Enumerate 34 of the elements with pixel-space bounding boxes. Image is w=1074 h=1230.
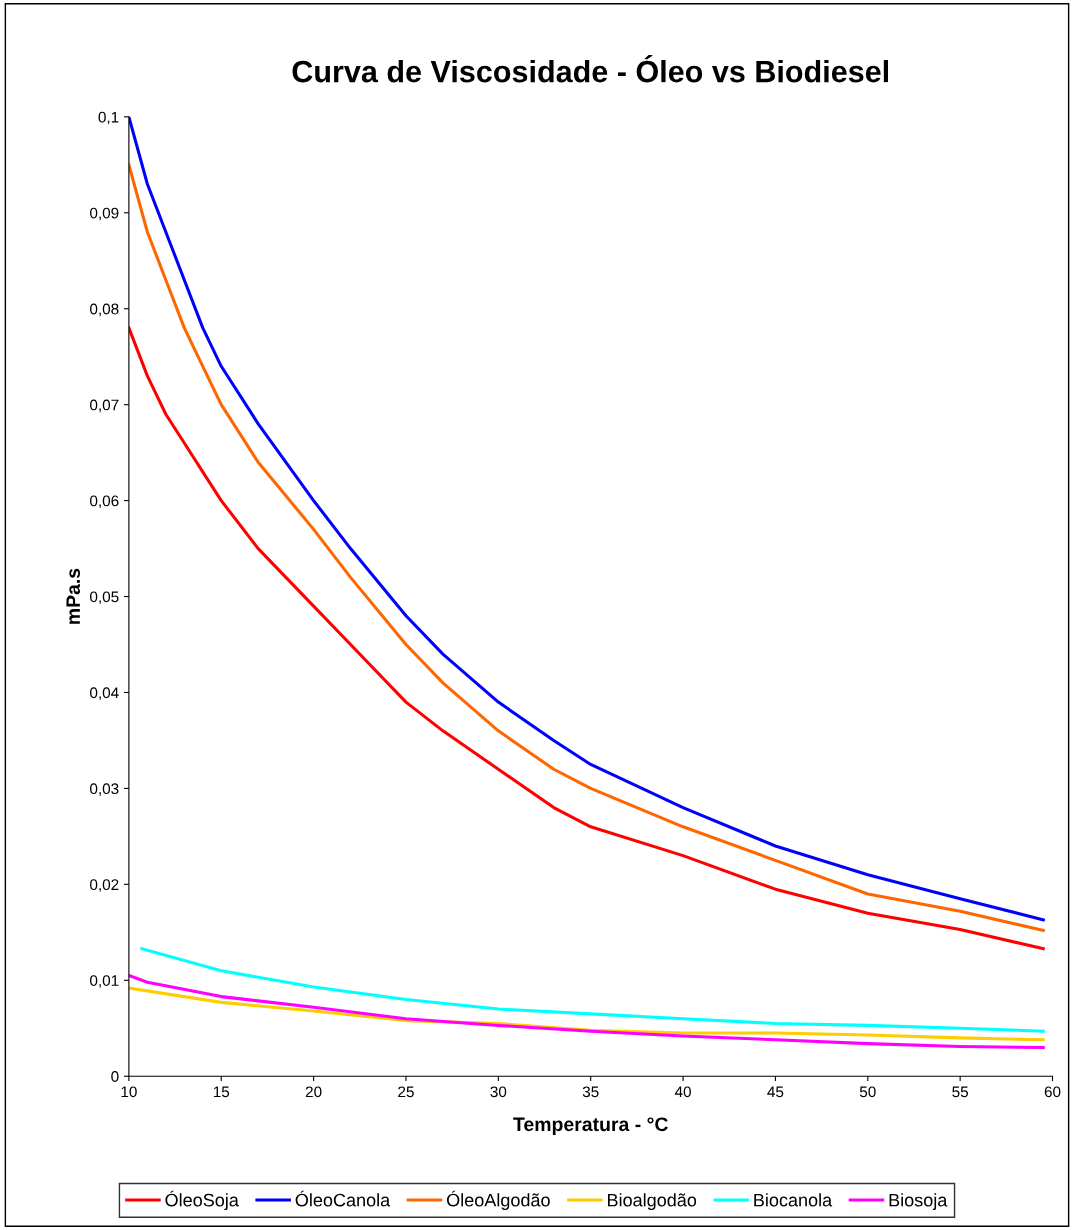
y-tick-label: 0,04 bbox=[90, 687, 119, 700]
y-tick-label: 0,09 bbox=[90, 207, 119, 221]
y-tick-label: 0,05 bbox=[90, 591, 119, 605]
x-tick-label: 45 bbox=[767, 1086, 784, 1098]
y-tick-label: 0,08 bbox=[90, 303, 119, 317]
x-tick-label: 35 bbox=[582, 1086, 599, 1098]
y-tick-label: 0,07 bbox=[90, 399, 119, 413]
legend-label: ÓleoCanola bbox=[295, 1190, 391, 1207]
y-tick-label: 0,01 bbox=[90, 975, 119, 988]
line-series bbox=[128, 326, 1045, 951]
x-axis-title: Temperatura - °C bbox=[513, 1117, 668, 1136]
x-tick-label: 55 bbox=[952, 1086, 969, 1098]
y-tick-label: 0,02 bbox=[90, 879, 119, 892]
legend-label: Biosoja bbox=[889, 1193, 948, 1211]
line-series bbox=[140, 947, 1045, 1033]
x-tick-label: 60 bbox=[1044, 1086, 1061, 1098]
x-tick-label: 40 bbox=[674, 1086, 691, 1098]
y-tick-label: 0 bbox=[111, 1071, 119, 1082]
legend-label: Biocanola bbox=[754, 1193, 833, 1207]
x-tick-label: 25 bbox=[398, 1086, 414, 1098]
legend-label: ÓleoSoja bbox=[165, 1190, 239, 1211]
legend-label: ÓleoAlgodão bbox=[447, 1190, 550, 1211]
chart-title: Curva de Viscosidade - Óleo vs Biodiesel bbox=[292, 55, 889, 83]
line-series bbox=[128, 973, 1045, 1049]
x-tick-label: 15 bbox=[213, 1086, 230, 1098]
x-tick-label: 10 bbox=[121, 1086, 137, 1098]
x-tick-label: 30 bbox=[490, 1086, 507, 1098]
x-tick-label: 20 bbox=[305, 1086, 322, 1098]
legend-label: Bioalgodão bbox=[608, 1193, 697, 1211]
x-tick-label: 50 bbox=[859, 1086, 876, 1098]
y-tick-label: 0,1 bbox=[98, 111, 119, 125]
y-tick-label: 0,06 bbox=[90, 495, 119, 509]
y-tick-label: 0,03 bbox=[90, 783, 119, 796]
y-axis-title: mPa.s bbox=[66, 568, 81, 624]
